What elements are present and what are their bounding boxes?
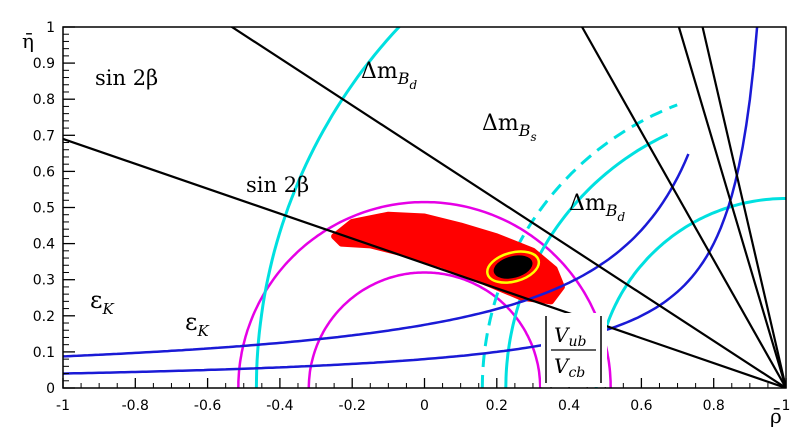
y-axis-title: η̄	[22, 29, 34, 53]
delta-m-bs-label: ΔmBs	[482, 111, 537, 144]
x-tick-label: 0.4	[558, 398, 580, 414]
allowed-region-best-fit	[493, 255, 533, 279]
delta-m-circles	[254, 27, 786, 388]
delta-m-bd-circle	[504, 133, 669, 388]
y-tick-label: 1	[46, 20, 55, 36]
delta-m-bs-circle	[480, 103, 678, 388]
sin2beta-line	[63, 137, 786, 388]
delta-m-bd-label-right: ΔmBd	[569, 191, 626, 224]
sin2beta-label-lower: sin 2β	[246, 173, 309, 197]
plot-frame	[62, 26, 787, 389]
plot-contents	[63, 27, 786, 388]
vub-numerator: Vub	[554, 323, 586, 350]
eps-k-hyperbola	[63, 27, 759, 375]
eps-k-hyperbolas	[63, 27, 759, 375]
allowed-region-68-contour	[486, 250, 541, 284]
y-tick-label: 0.1	[33, 345, 55, 361]
eps-k-label-upper: εK	[90, 286, 114, 318]
eps-k-label-lower: εK	[185, 308, 209, 340]
apex-line	[677, 27, 786, 388]
apex-line	[581, 27, 786, 388]
x-tick-label: 0	[420, 398, 429, 414]
y-tick-label: 0.2	[33, 309, 55, 325]
x-tick-label: -0.8	[122, 398, 149, 414]
delta-m-bd-circle	[254, 27, 402, 388]
vub-denominator: Vcb	[554, 354, 585, 381]
y-tick-label: 0.3	[33, 273, 55, 289]
x-tick-label: -0.2	[339, 398, 366, 414]
eps-k-hyperbola	[63, 153, 690, 358]
x-tick-label: 0.8	[703, 398, 725, 414]
axis-ticks	[62, 26, 787, 389]
x-tick-label: -0.6	[194, 398, 221, 414]
x-tick-label: 1	[782, 398, 791, 414]
sin2beta-label-upper: sin 2β	[95, 66, 158, 90]
sin2beta-line	[229, 27, 786, 388]
y-tick-label: 0.7	[33, 128, 55, 144]
x-tick-label: 0.2	[486, 398, 508, 414]
x-tick-label: -0.4	[266, 398, 293, 414]
x-tick-label: 0.6	[630, 398, 652, 414]
y-tick-label: 0	[46, 381, 55, 397]
y-tick-label: 0.5	[33, 201, 55, 217]
apex-line	[701, 27, 786, 388]
x-tick-label: -1	[56, 398, 70, 414]
sin2beta-lines	[63, 27, 786, 388]
delta-m-bd-label-upper: ΔmBd	[361, 59, 418, 92]
vub-circle	[307, 271, 542, 388]
y-tick-label: 0.4	[33, 237, 55, 253]
y-tick-label: 0.8	[33, 92, 55, 108]
x-axis-title: ρ̄	[770, 404, 782, 428]
y-tick-label: 0.9	[33, 56, 55, 72]
y-tick-label: 0.6	[33, 164, 55, 180]
